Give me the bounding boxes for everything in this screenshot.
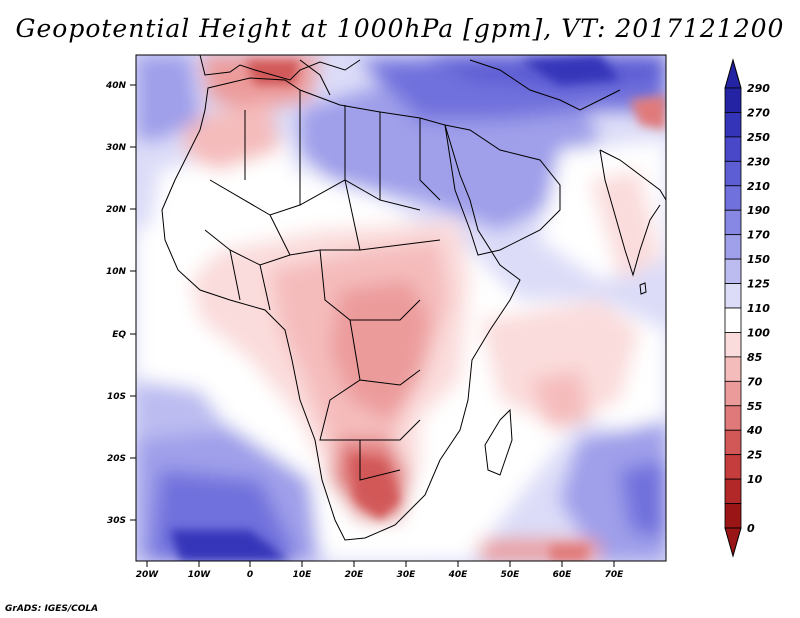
colorbar-box: [724, 209, 742, 236]
lon-axis: 20W 10W 0 10E 20E 30E 40E 50E 60E 70E: [136, 561, 624, 580]
lon-label: 0: [247, 570, 253, 580]
colorbar-label: 210: [747, 180, 770, 193]
lat-label: 20N: [106, 205, 127, 215]
colorbar-box: [724, 380, 742, 407]
lon-label: 20W: [136, 570, 160, 580]
colorbar-box: [724, 112, 742, 138]
colorbar-box: [724, 503, 742, 529]
colorbar-box: [724, 307, 742, 333]
colorbar-box: [724, 87, 742, 113]
colorbar-box: [724, 283, 742, 309]
colorbar-label: 125: [747, 278, 770, 291]
colorbar-box: [724, 234, 742, 260]
grads-credit: GrADS: IGES/COLA: [5, 604, 99, 614]
colorbar-label: 40: [746, 424, 763, 437]
colorbar-label: 85: [747, 351, 763, 364]
lon-label: 10E: [293, 570, 313, 580]
lat-label: 10S: [107, 392, 126, 402]
colorbar-box: [724, 258, 742, 284]
lat-label: 30S: [107, 516, 126, 526]
lat-axis: 40N 30N 20N 10N EQ 10S 20S 30S: [105, 81, 136, 526]
lat-label: 20S: [107, 454, 126, 464]
lat-label: 40N: [105, 81, 127, 91]
lon-label: 70E: [605, 570, 625, 580]
colorbar-box: [724, 454, 742, 480]
colorbar-box: [724, 478, 742, 504]
colorbar-box: [724, 429, 742, 456]
colorbar-label: 0: [747, 522, 755, 535]
coastlines: [161, 55, 666, 541]
colorbar-label: 190: [747, 204, 770, 217]
lon-label: 50E: [501, 570, 521, 580]
colorbar-label: 55: [747, 400, 763, 413]
colorbar-arrow-bottom: [724, 527, 742, 558]
colorbar-label: 150: [747, 253, 770, 266]
lon-label: 60E: [553, 570, 573, 580]
colorbar-box: [724, 185, 742, 211]
map-frame: [135, 54, 667, 562]
lon-label: 10W: [188, 570, 212, 580]
colorbar-box: [724, 356, 742, 382]
colorbar-label: 250: [747, 131, 770, 144]
height-field: [136, 55, 666, 561]
colorbar-label: 110: [747, 302, 770, 315]
colorbar-box: [724, 405, 742, 431]
lat-label: EQ: [112, 330, 126, 340]
colorbar-label: 25: [747, 449, 763, 462]
colorbar: 2902702502302101901701501251101008570554…: [724, 58, 770, 558]
colorbar-label: 10: [747, 473, 763, 486]
colorbar-box: [724, 136, 742, 162]
colorbar-label: 70: [747, 375, 763, 388]
lon-label: 20E: [345, 570, 365, 580]
colorbar-arrow-top: [724, 58, 742, 89]
chart-title: Geopotential Height at 1000hPa [gpm], VT…: [15, 14, 785, 43]
colorbar-label: 270: [747, 106, 770, 119]
lat-label: 10N: [106, 267, 127, 277]
colorbar-box: [724, 332, 742, 358]
colorbar-label: 170: [747, 229, 770, 242]
lon-label: 30E: [397, 570, 417, 580]
colorbar-box: [724, 160, 742, 187]
colorbar-label: 230: [747, 155, 770, 168]
lon-label: 40E: [448, 570, 469, 580]
colorbar-label: 290: [747, 82, 770, 95]
colorbar-label: 100: [747, 326, 770, 339]
lat-label: 30N: [106, 143, 127, 153]
